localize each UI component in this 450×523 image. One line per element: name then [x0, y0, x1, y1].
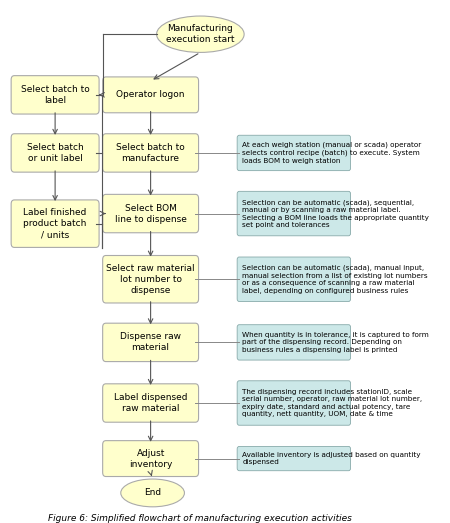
FancyBboxPatch shape: [237, 447, 351, 471]
FancyBboxPatch shape: [11, 200, 99, 247]
FancyBboxPatch shape: [103, 441, 198, 476]
Text: The dispensing record includes stationID, scale
serial number, operator, raw mat: The dispensing record includes stationID…: [243, 389, 423, 417]
Ellipse shape: [121, 479, 184, 507]
Text: Select batch to
manufacture: Select batch to manufacture: [116, 143, 185, 163]
FancyBboxPatch shape: [237, 381, 351, 425]
Text: Manufacturing
execution start: Manufacturing execution start: [166, 24, 234, 44]
Ellipse shape: [157, 16, 244, 52]
FancyBboxPatch shape: [237, 325, 351, 360]
Text: When quantity is in tolerance, it is captured to form
part of the dispensing rec: When quantity is in tolerance, it is cap…: [243, 332, 429, 353]
Text: Adjust
inventory: Adjust inventory: [129, 449, 172, 469]
FancyBboxPatch shape: [103, 256, 198, 303]
Text: Operator logon: Operator logon: [117, 90, 185, 99]
Text: Selection can be automatic (scada), manual input,
manual selection from a list o: Selection can be automatic (scada), manu…: [243, 265, 428, 294]
FancyBboxPatch shape: [103, 195, 198, 233]
FancyBboxPatch shape: [237, 135, 351, 170]
Text: Select raw material
lot number to
dispense: Select raw material lot number to dispen…: [106, 264, 195, 295]
FancyBboxPatch shape: [11, 76, 99, 114]
FancyBboxPatch shape: [103, 77, 198, 113]
Text: Label finished
product batch
/ units: Label finished product batch / units: [23, 208, 87, 239]
Text: At each weigh station (manual or scada) operator
selects control recipe (batch) : At each weigh station (manual or scada) …: [243, 142, 422, 164]
Text: Selection can be automatic (scada), sequential,
manual or by scanning a raw mate: Selection can be automatic (scada), sequ…: [243, 199, 429, 228]
Text: Select batch to
label: Select batch to label: [21, 85, 90, 105]
FancyBboxPatch shape: [103, 323, 198, 361]
FancyBboxPatch shape: [11, 134, 99, 172]
Text: End: End: [144, 488, 161, 497]
Text: Label dispensed
raw material: Label dispensed raw material: [114, 393, 187, 413]
Text: Select batch
or unit label: Select batch or unit label: [27, 143, 84, 163]
FancyBboxPatch shape: [237, 191, 351, 236]
FancyBboxPatch shape: [103, 134, 198, 172]
Text: Figure 6: Simplified flowchart of manufacturing execution activities: Figure 6: Simplified flowchart of manufa…: [49, 514, 352, 523]
FancyBboxPatch shape: [237, 257, 351, 301]
FancyBboxPatch shape: [103, 384, 198, 422]
Text: Available inventory is adjusted based on quantity
dispensed: Available inventory is adjusted based on…: [243, 452, 421, 465]
Text: Dispense raw
material: Dispense raw material: [120, 332, 181, 353]
Text: Select BOM
line to dispense: Select BOM line to dispense: [115, 203, 187, 224]
